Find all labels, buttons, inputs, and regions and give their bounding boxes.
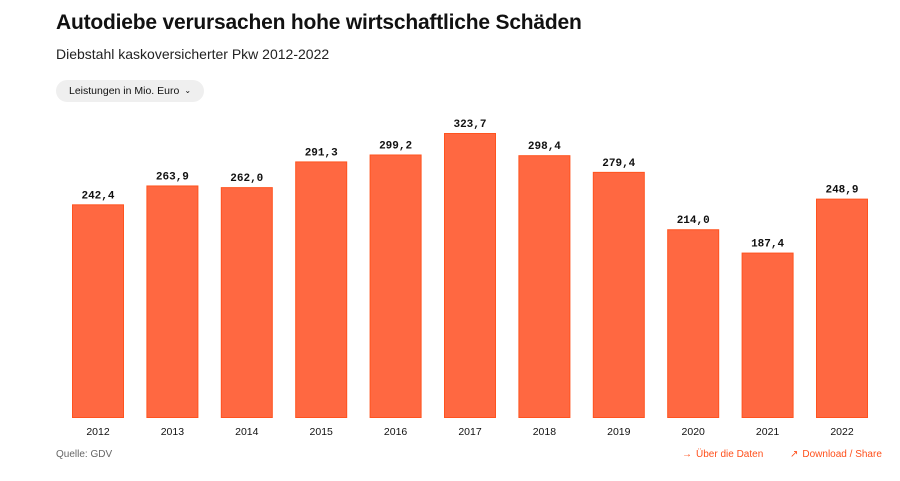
bar-2018 — [518, 155, 571, 419]
bar-2019 — [592, 171, 645, 418]
value-label-2014: 262,0 — [230, 173, 263, 185]
value-label-2016: 299,2 — [379, 140, 412, 152]
bar-2013 — [146, 185, 199, 418]
bar-2020 — [667, 229, 720, 418]
about-data-label: Über die Daten — [696, 449, 764, 460]
value-label-2018: 298,4 — [528, 141, 561, 153]
value-label-2021: 187,4 — [751, 239, 784, 251]
bar-2012 — [72, 204, 124, 418]
value-label-2015: 291,3 — [305, 147, 338, 159]
chevron-down-icon: ⌄ — [184, 85, 192, 95]
metric-dropdown-label: Leistungen in Mio. Euro — [69, 85, 180, 97]
x-tick-label-2012: 2012 — [86, 426, 110, 438]
chart-title: Autodiebe verursachen hohe wirtschaftlic… — [56, 11, 582, 34]
x-tick-label-2022: 2022 — [830, 426, 854, 438]
x-tick-label-2020: 2020 — [682, 426, 706, 438]
bars-group — [72, 133, 868, 419]
about-data-link[interactable]: → Über die Daten — [682, 449, 763, 460]
bar-2021 — [741, 252, 794, 418]
x-tick-label-2017: 2017 — [458, 426, 482, 438]
x-tick-label-2015: 2015 — [310, 426, 334, 438]
x-tick-label-2019: 2019 — [607, 426, 631, 438]
source-note: Quelle: GDV — [56, 449, 113, 460]
arrow-right-icon: → — [682, 449, 692, 460]
value-label-2020: 214,0 — [677, 215, 710, 227]
value-label-2017: 323,7 — [453, 119, 486, 131]
bar-2017 — [444, 133, 496, 418]
bar-2014 — [220, 187, 273, 418]
value-labels-group: 242,4 263,9 262,0 291,3 299,2 323,7 298,4 279,4… — [81, 119, 858, 251]
download-share-label: Download / Share — [802, 449, 882, 460]
x-tick-label-2016: 2016 — [384, 426, 408, 438]
chart-subtitle: Diebstahl kaskoversicherter Pkw 2012-202… — [56, 46, 330, 62]
value-label-2013: 263,9 — [156, 171, 189, 183]
value-label-2019: 279,4 — [602, 158, 635, 170]
x-tick-label-2021: 2021 — [756, 426, 780, 438]
value-label-2022: 248,9 — [825, 185, 858, 197]
bar-2016 — [369, 154, 422, 418]
arrow-up-right-icon: ↗ — [790, 449, 799, 460]
x-tick-label-2018: 2018 — [533, 426, 557, 438]
value-label-2012: 242,4 — [81, 190, 114, 202]
download-share-link[interactable]: ↗ Download / Share — [790, 449, 882, 460]
x-axis-labels-group: 2012 2013 2014 2015 2016 2017 2018 2019 2020 2021… — [86, 426, 854, 438]
x-tick-label-2013: 2013 — [161, 426, 185, 438]
bar-2015 — [295, 161, 348, 418]
bar-2022 — [816, 198, 868, 418]
metric-dropdown[interactable]: Leistungen in Mio. Euro ⌄ — [56, 80, 205, 102]
x-tick-label-2014: 2014 — [235, 426, 259, 438]
